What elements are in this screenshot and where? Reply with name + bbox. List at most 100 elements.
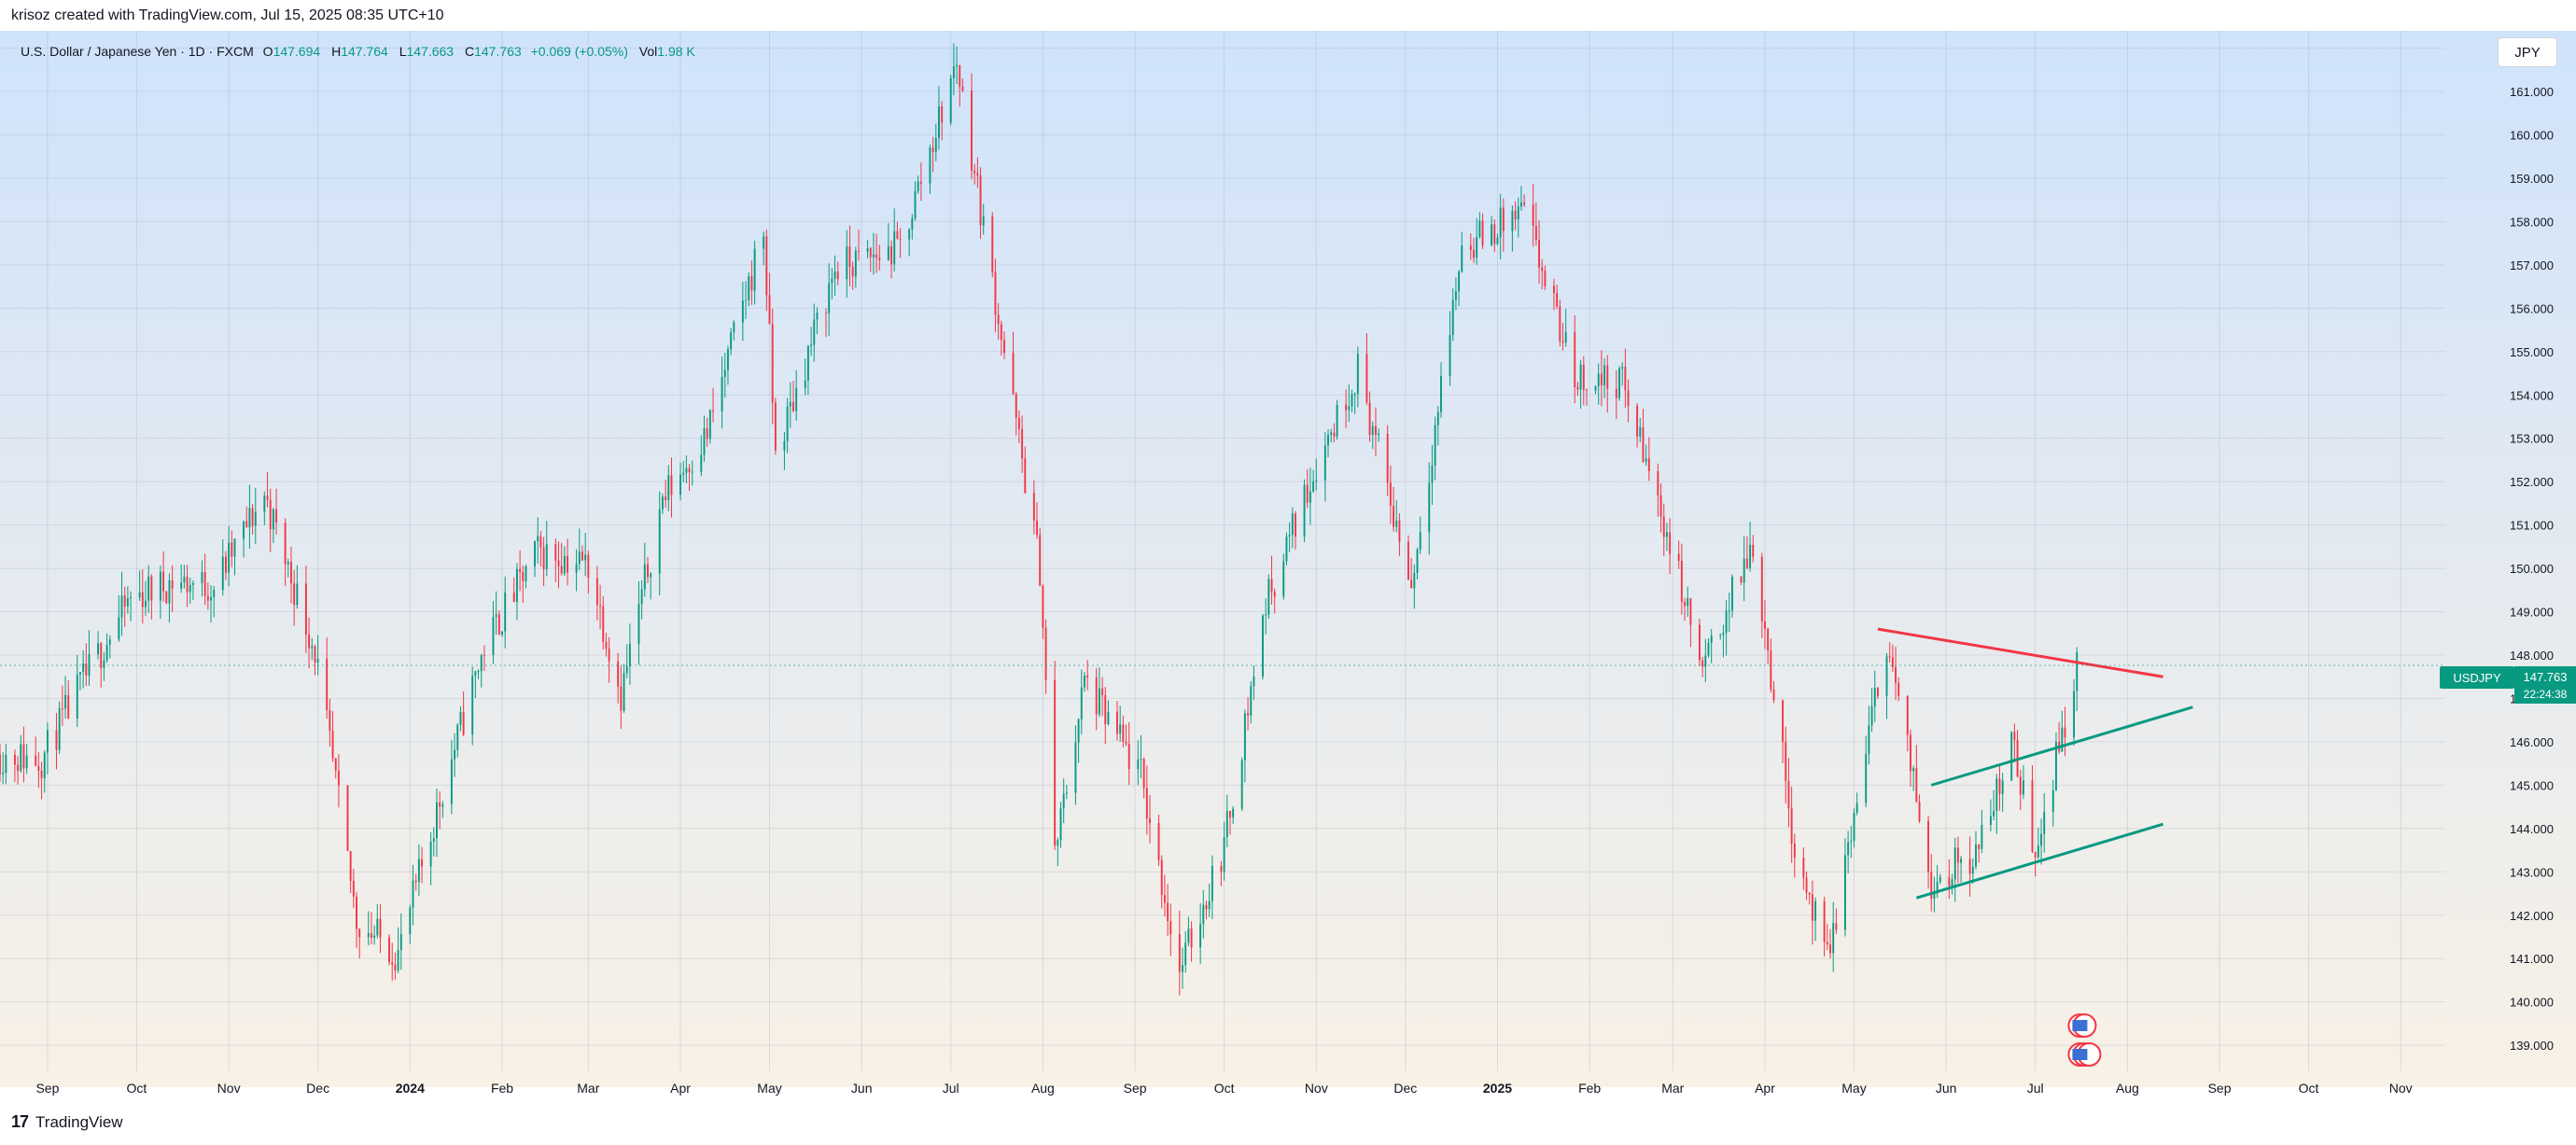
candle-body [1523,202,1526,205]
candle-body [1211,866,1213,901]
candle-body [1912,767,1915,772]
candle-body [1603,365,1606,386]
x-tick-label: Nov [2389,1081,2413,1096]
candle-body [228,542,231,573]
candle-body [1731,577,1733,611]
candle-body [88,653,91,676]
candle-body [1627,390,1630,406]
candle-body [620,686,623,711]
candle-body [866,247,869,252]
candle-body [85,663,88,676]
candle-body [145,600,147,607]
candle-body [308,634,311,649]
candle-body [1897,682,1900,696]
candle-body [334,758,337,771]
candle-body [1225,811,1228,838]
x-tick-label: Aug [2116,1081,2139,1096]
candle-body [2013,732,2016,740]
candle-body [706,427,708,440]
trendline[interactable] [1877,627,2163,678]
candle-body [1253,676,1255,687]
candle-body [854,250,857,277]
candle-body [2040,833,2043,846]
candle-body [501,631,503,635]
candle-body [869,247,872,258]
x-tick-label: Jul [2027,1081,2044,1096]
y-tick-label: 145.000 [2510,778,2554,792]
candle-body [417,859,420,883]
candle-body [1145,788,1148,819]
candle-body [1478,220,1481,238]
candle-body [243,521,245,539]
candle-body [1511,210,1514,231]
candle-body [367,933,370,938]
candle-body [1167,902,1169,922]
candle-body [1704,655,1707,667]
candle-body [919,181,922,184]
candle-body [1032,493,1035,521]
candle-body [497,614,500,635]
candle-body [1199,924,1202,948]
candle-body [1074,742,1077,793]
candle-body [67,694,70,719]
candle-body [201,572,203,583]
candle-body [1125,741,1127,745]
candle-body [1315,480,1318,482]
candle-body [783,440,786,451]
candle-body [263,496,266,512]
candle-body [650,573,652,578]
candle-body [1832,923,1835,954]
candle-body [1059,808,1062,841]
candle-body [1868,725,1870,755]
candle-body [581,551,583,561]
candle-body [1428,482,1431,533]
candle-body [1586,389,1588,391]
candle-body [1149,818,1151,823]
legend-volume: 1.98 K [657,44,695,59]
candle-body [329,709,331,732]
candle-body [159,571,161,601]
candle-body [17,764,20,771]
candle-body [2034,851,2037,858]
candle-body [534,541,536,566]
candle-body [1951,879,1953,887]
candle-body [554,544,557,561]
candle-body [120,595,123,618]
y-tick-label: 151.000 [2510,519,2554,533]
legend-close: 147.763 [474,44,522,59]
candle-body [432,838,435,842]
candle-body [1389,482,1392,507]
candle-body [1888,656,1891,658]
x-tick-label: Nov [217,1081,241,1096]
candle-body [1163,895,1166,903]
candle-body [206,595,209,601]
candle-body [287,562,289,565]
candle-body [61,707,63,709]
candle-body [189,584,191,593]
candle-body [688,468,691,472]
candle-body [1906,695,1909,735]
trendline[interactable] [1915,822,2163,900]
candle-body [1669,532,1672,554]
candle-body [495,614,497,617]
candle-body [1243,713,1246,761]
candle-body [1981,824,1983,849]
trendline[interactable] [1930,705,2193,787]
currency-button[interactable]: JPY [2498,37,2557,67]
candle-body [293,583,296,606]
candle-body [183,576,186,583]
candle-body [471,676,474,735]
candle-body [1910,734,1911,772]
x-tick-label: Oct [127,1081,147,1096]
candle-body [1826,942,1828,945]
candle-body [251,508,254,526]
candle-body [1939,876,1941,882]
brand: 17 TradingView [11,1112,123,1132]
candle-body [1948,876,1951,887]
y-tick-label: 148.000 [2510,649,2554,663]
candle-body [275,509,278,524]
candle-body [64,694,66,709]
candle-body [1205,904,1208,910]
candle-body [2,773,5,775]
